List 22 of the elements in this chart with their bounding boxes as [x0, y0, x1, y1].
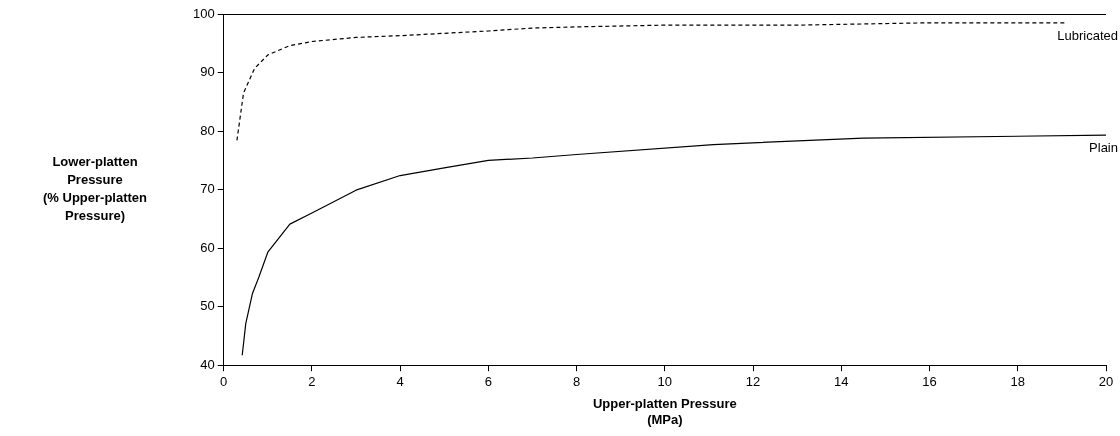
y-tick-label: 50 — [200, 298, 215, 314]
x-tick-label: 12 — [745, 373, 761, 389]
series-label: Plain — [1089, 140, 1118, 156]
x-tick-label: 14 — [834, 373, 849, 389]
x-tick-label: 18 — [1010, 373, 1025, 389]
y-tick-label: 60 — [200, 239, 215, 255]
y-tick-label: 80 — [200, 122, 215, 138]
x-tick-label: 8 — [573, 373, 581, 389]
x-tick-label: 16 — [922, 373, 937, 389]
x-tick-label: 10 — [657, 373, 673, 389]
x-tick-label: 6 — [484, 373, 492, 389]
x-tick-label: 20 — [1098, 373, 1114, 389]
y-tick-label: 100 — [192, 5, 215, 21]
y-axis-title: Lower-platten Pressure (% Upper-platten Pressure) — [43, 154, 148, 224]
x-tick-label: 4 — [396, 373, 404, 389]
x-axis-title: Upper-platten Pressure (MPa) — [592, 396, 737, 427]
series-label: Lubricated — [1057, 27, 1118, 43]
y-tick-label: 70 — [200, 181, 215, 197]
x-tick-label: 2 — [308, 373, 316, 389]
y-tick-label: 40 — [200, 356, 215, 372]
x-tick-label: 0 — [220, 373, 228, 389]
y-tick-label: 90 — [200, 64, 215, 80]
